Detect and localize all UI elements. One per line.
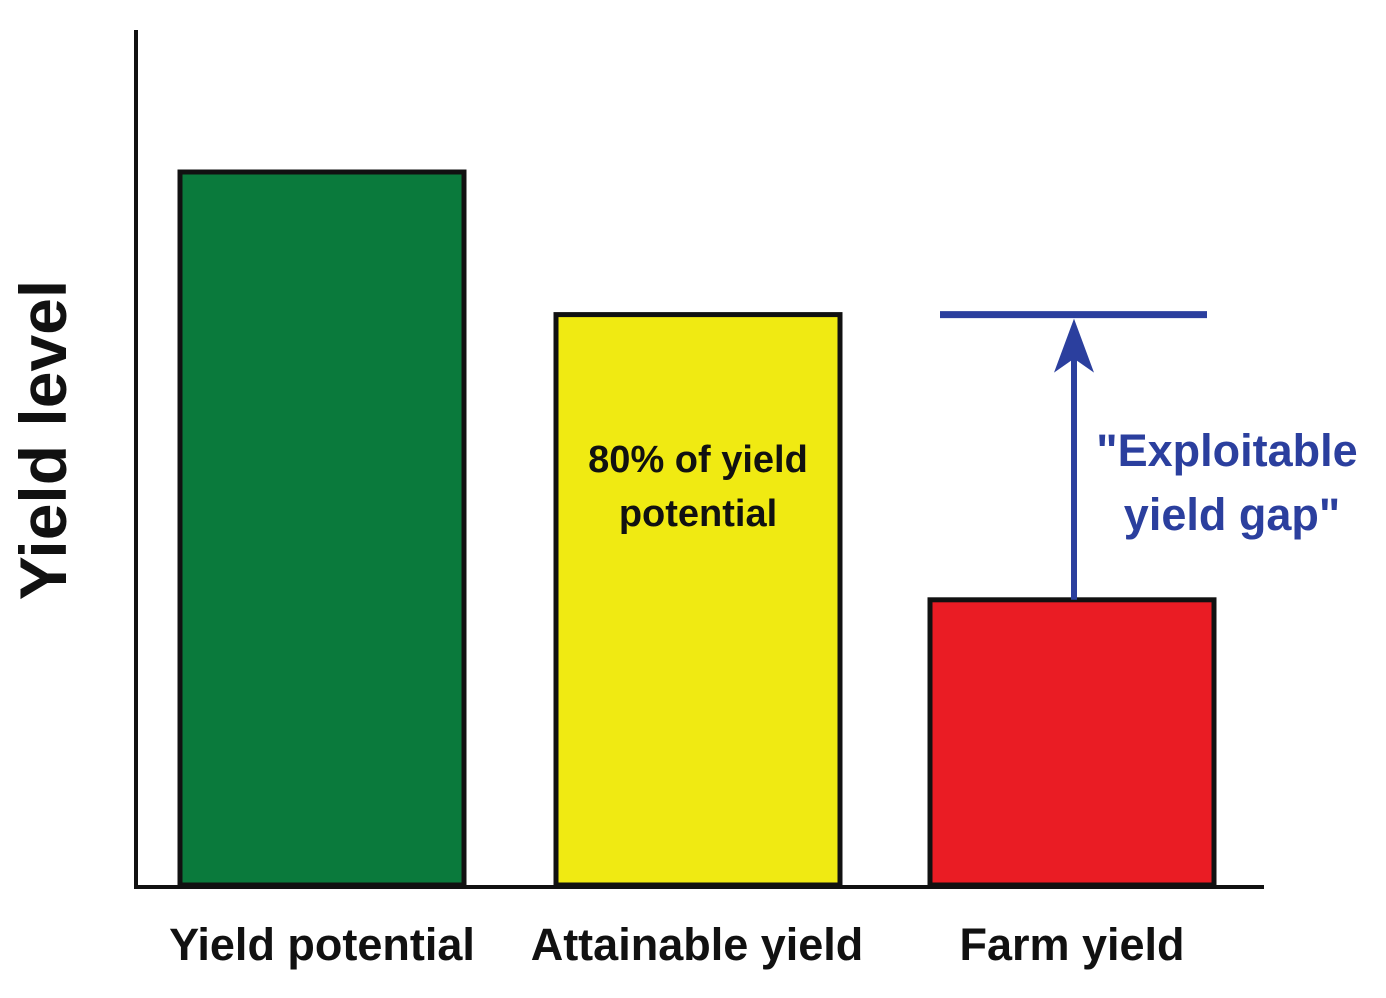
gap-label-line: yield gap" — [1124, 489, 1340, 540]
category-label-yield-potential: Yield potential — [169, 919, 475, 970]
gap-arrow-head — [1054, 318, 1094, 373]
bar-yield-potential — [177, 169, 467, 888]
bar-annotation-line: potential — [619, 493, 777, 535]
gap-label-line: "Exploitable — [1096, 425, 1357, 476]
bar-annotations: 80% of yield potential — [588, 439, 808, 535]
axes-group — [134, 30, 1264, 889]
bar-attainable-yield — [553, 312, 843, 888]
yield-gap-annotation: "Exploitable yield gap" — [940, 311, 1358, 600]
category-label-attainable-yield: Attainable yield — [531, 919, 864, 970]
bar-annotation-line: 80% of yield — [588, 439, 808, 481]
y-axis-label: Yield level — [6, 280, 80, 600]
category-labels: Yield potential Attainable yield Farm yiel… — [169, 919, 1184, 970]
bar-farm-yield — [927, 597, 1217, 888]
category-label-farm-yield: Farm yield — [959, 919, 1184, 970]
